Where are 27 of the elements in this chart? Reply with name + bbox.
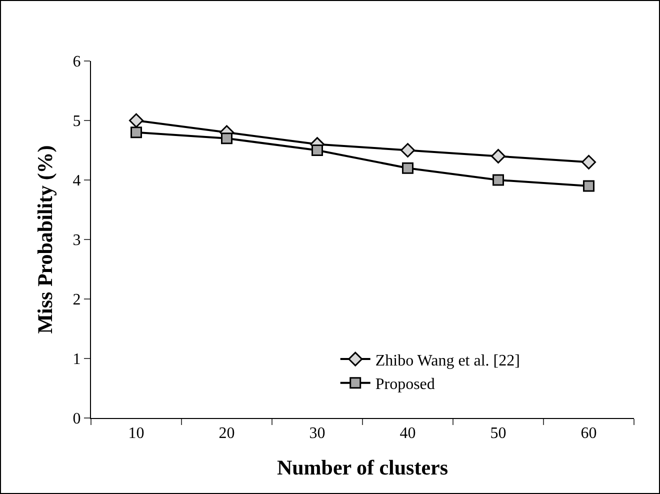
x-tick-label: 10 bbox=[128, 425, 144, 442]
point bbox=[129, 113, 144, 128]
point bbox=[492, 174, 504, 186]
point bbox=[583, 180, 594, 192]
x-axis-title: Number of clusters bbox=[276, 455, 448, 480]
x-tick-label: 40 bbox=[400, 425, 416, 442]
y-tick-label: 2 bbox=[72, 292, 81, 309]
point bbox=[130, 126, 142, 138]
x-tick-label: 20 bbox=[218, 425, 235, 442]
point bbox=[402, 162, 414, 174]
y-tick-label: 5 bbox=[72, 113, 81, 130]
y-tick-label: 0 bbox=[72, 410, 81, 428]
y-tick-label: 4 bbox=[72, 172, 81, 190]
point bbox=[491, 148, 506, 164]
point bbox=[312, 144, 323, 156]
point bbox=[582, 154, 596, 170]
x-tick-label: 50 bbox=[490, 425, 506, 442]
x-tick-label: 60 bbox=[580, 425, 597, 442]
y-axis-title: Miss Probability (%) bbox=[32, 145, 57, 334]
y-tick-label: 1 bbox=[72, 351, 81, 368]
point bbox=[221, 132, 232, 144]
x-tick-label: 30 bbox=[309, 425, 326, 442]
point bbox=[400, 143, 415, 158]
legend-label: Zhibo Wang et al. [22] bbox=[375, 352, 520, 370]
y-tick-label: 6 bbox=[72, 54, 81, 71]
legend-label: Proposed bbox=[375, 376, 435, 394]
y-tick-label: 3 bbox=[72, 232, 81, 250]
